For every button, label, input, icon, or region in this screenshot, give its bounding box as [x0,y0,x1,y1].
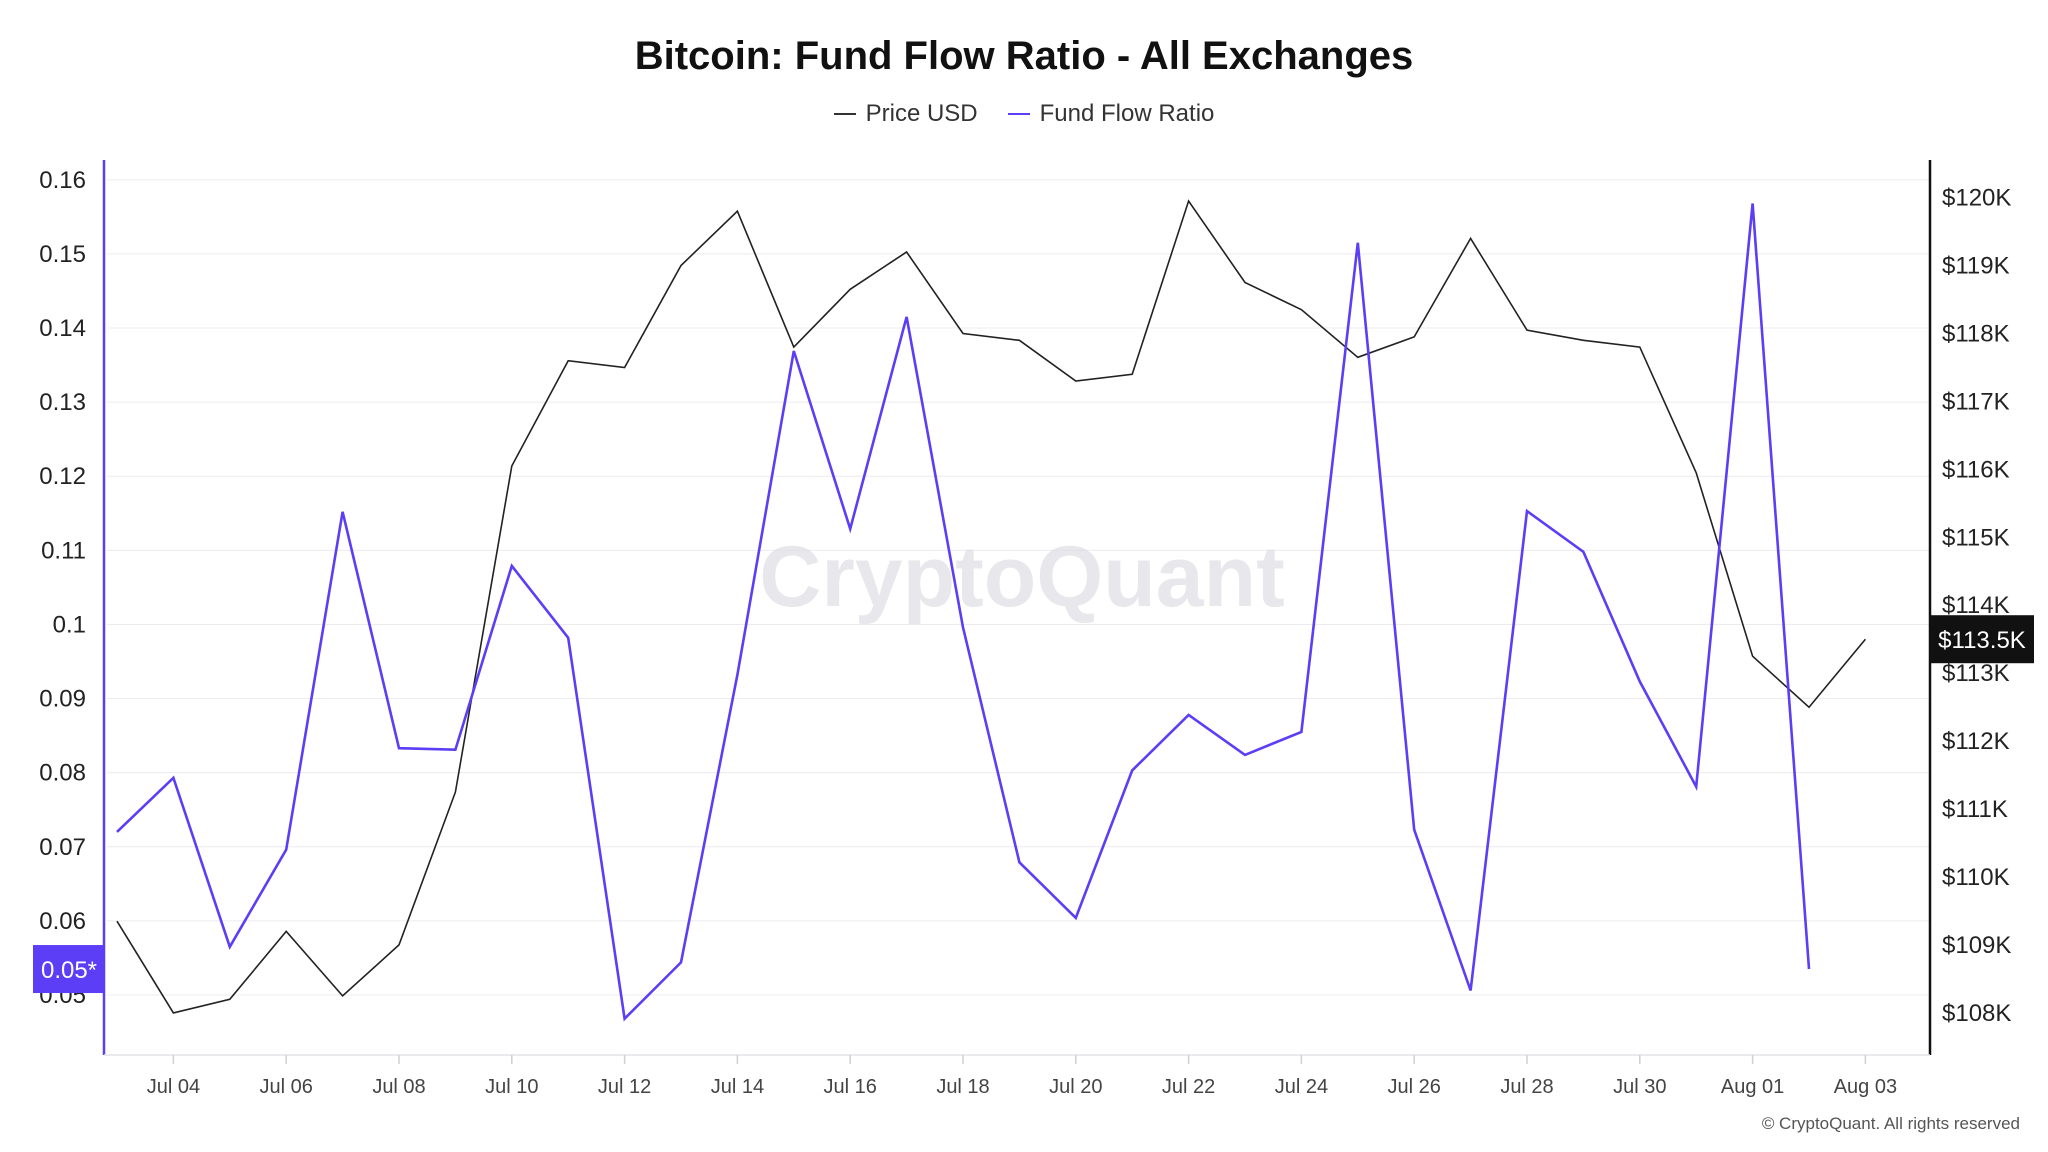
x-tick-label: Jul 16 [824,1076,877,1098]
right-tick-label: $108K [1942,1000,2011,1027]
left-tick-label: 0.16 [39,167,86,194]
copyright-text: © CryptoQuant. All rights reserved [1761,1114,2020,1133]
left-current-value-label: 0.05* [41,957,97,984]
axes-layer: 0.050.060.070.080.090.10.110.120.130.140… [39,160,2011,1098]
right-tick-label: $116K [1942,456,2010,483]
x-tick-label: Jul 20 [1049,1076,1102,1098]
right-tick-label: $112K [1942,728,2010,755]
legend-label-fund-flow: Fund Flow Ratio [1039,100,1215,127]
legend-swatch-fund-flow [1007,113,1030,115]
right-tick-label: $119K [1942,253,2010,280]
x-tick-label: Jul 26 [1388,1076,1441,1098]
left-tick-label: 0.06 [39,908,86,935]
legend-swatch-price [833,113,856,115]
right-tick-label: $109K [1942,932,2011,959]
left-tick-label: 0.1 [53,611,86,638]
x-tick-label: Jul 28 [1500,1076,1553,1098]
chart-title: Bitcoin: Fund Flow Ratio - All Exchanges [634,34,1414,78]
right-tick-label: $118K [1942,320,2010,347]
right-current-value-badge [1930,615,2034,664]
x-tick-label: Jul 08 [372,1076,425,1098]
series-layer [116,199,1867,1022]
left-tick-label: 0.08 [39,760,86,787]
left-current-value-badge [33,945,105,994]
watermark-text: CryptoQuant [759,529,1285,625]
x-tick-label: Jul 30 [1613,1076,1666,1098]
labels-layer: 0.05* $113.5K [33,615,2034,994]
legend-label-price: Price USD [865,100,978,127]
left-tick-label: 0.12 [39,463,86,490]
left-tick-label: 0.07 [39,834,86,861]
x-tick-label: Jul 06 [260,1076,313,1098]
right-tick-label: $110K [1942,864,2010,891]
left-tick-label: 0.09 [39,686,86,713]
chart-legend: Price USD Fund Flow Ratio [0,100,2048,128]
right-tick-label: $120K [1942,185,2011,212]
right-tick-label: $115K [1942,524,2010,551]
x-tick-label: Jul 24 [1275,1076,1328,1098]
left-tick-label: 0.13 [39,389,86,416]
x-tick-label: Jul 10 [485,1076,538,1098]
right-tick-label: $114K [1942,592,2010,619]
right-current-value-label: $113.5K [1938,627,2026,654]
right-tick-label: $111K [1942,796,2008,823]
x-tick-label: Jul 04 [147,1076,200,1098]
legend-item-fund-flow[interactable]: Fund Flow Ratio [1007,100,1215,128]
left-tick-label: 0.11 [41,537,86,564]
right-tick-label: $113K [1942,660,2010,687]
left-tick-label: 0.14 [39,315,86,342]
fund-flow-ratio-line [116,203,1811,1022]
x-tick-label: Jul 18 [936,1076,989,1098]
price-usd-line [116,199,1867,1014]
x-tick-label: Jul 12 [598,1076,651,1098]
right-tick-label: $117K [1942,388,2010,415]
x-tick-label: Jul 22 [1162,1076,1215,1098]
x-tick-label: Aug 01 [1721,1076,1784,1098]
x-tick-label: Aug 03 [1834,1076,1897,1098]
grid-layer [107,179,1930,996]
x-tick-label: Jul 14 [711,1076,764,1098]
legend-item-price[interactable]: Price USD [833,100,978,128]
left-tick-label: 0.15 [39,241,86,268]
